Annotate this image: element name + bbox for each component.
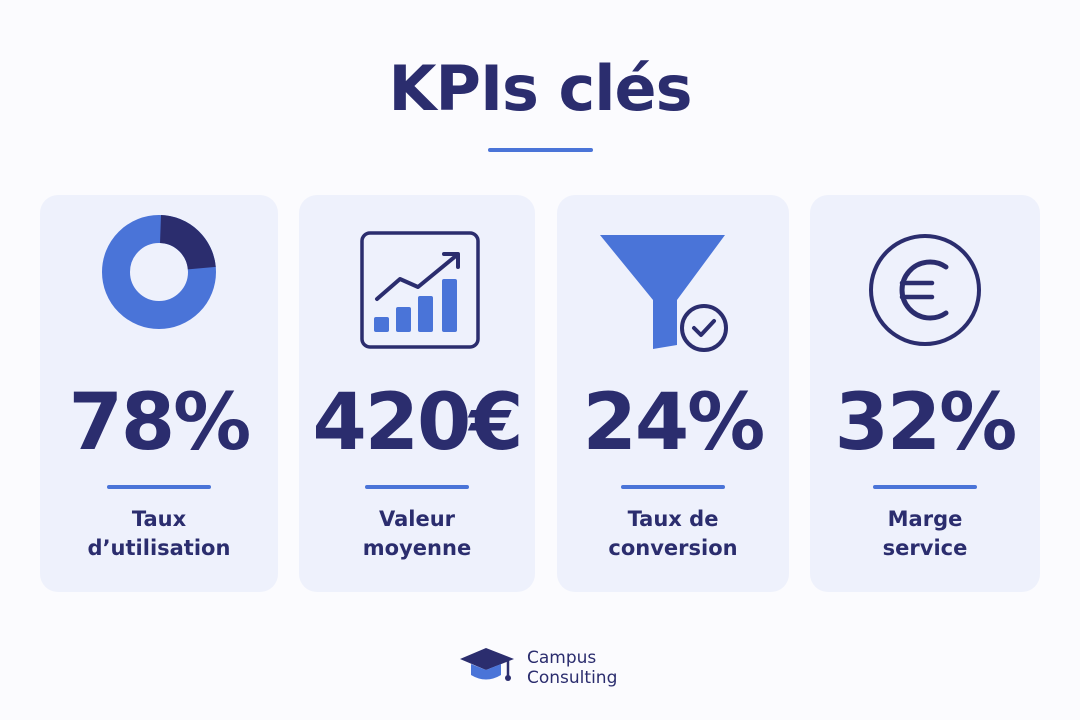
title-underline bbox=[488, 148, 593, 152]
kpi-label: Taux de conversion bbox=[557, 505, 789, 563]
euro-icon bbox=[869, 234, 981, 346]
brand-line: Campus bbox=[527, 648, 597, 668]
kpi-label: Marge service bbox=[810, 505, 1040, 563]
label-line: service bbox=[882, 536, 968, 560]
label-line: d’utilisation bbox=[87, 536, 231, 560]
donut-icon bbox=[101, 215, 216, 329]
kpi-card: 78% Taux d’utilisation bbox=[40, 195, 278, 592]
kpi-label: Valeur moyenne bbox=[299, 505, 535, 563]
kpi-card: 32% Marge service bbox=[810, 195, 1040, 592]
value-underline bbox=[107, 485, 211, 489]
kpi-value: 24% bbox=[582, 378, 766, 468]
brand-line: Consulting bbox=[527, 668, 618, 688]
chart-icon bbox=[360, 231, 480, 349]
label-line: conversion bbox=[608, 536, 738, 560]
value-underline bbox=[621, 485, 725, 489]
label-line: moyenne bbox=[362, 536, 472, 560]
kpi-value: 420€ bbox=[312, 378, 523, 468]
kpi-card: 24% Taux de conversion bbox=[557, 195, 789, 592]
label-line: Marge bbox=[887, 507, 963, 531]
brand-logo bbox=[460, 648, 514, 681]
funnel-icon bbox=[600, 235, 728, 352]
label-line: Valeur bbox=[378, 507, 456, 531]
brand-name: Campus Consulting bbox=[527, 648, 617, 688]
kpi-value: 78% bbox=[68, 378, 252, 468]
label-line: Taux bbox=[131, 507, 187, 531]
label-line: Taux de bbox=[627, 507, 719, 531]
value-underline bbox=[365, 485, 469, 489]
kpi-label: Taux d’utilisation bbox=[40, 505, 278, 563]
value-underline bbox=[873, 485, 977, 489]
kpi-value: 32% bbox=[834, 378, 1018, 468]
kpi-card: 420€ Valeur moyenne bbox=[299, 195, 535, 592]
title: KPIs clés bbox=[388, 52, 693, 125]
